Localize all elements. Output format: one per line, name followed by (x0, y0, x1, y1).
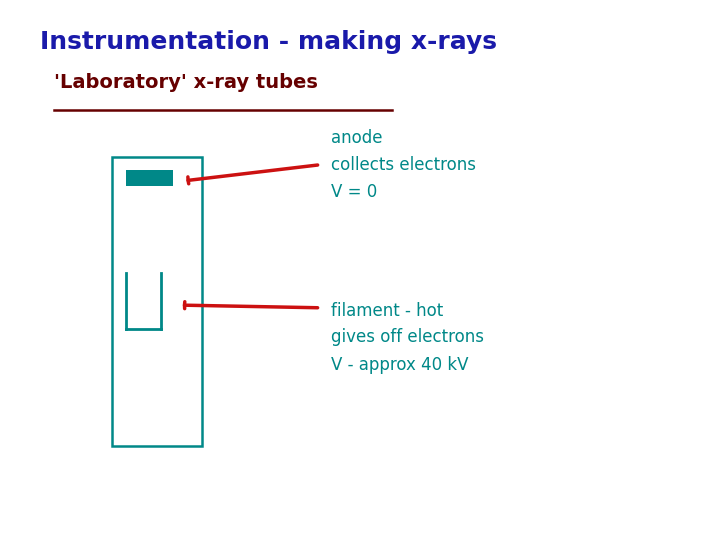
Text: 'Laboratory' x-ray tubes: 'Laboratory' x-ray tubes (54, 73, 318, 92)
Text: filament - hot: filament - hot (331, 301, 444, 320)
Bar (112, 157, 202, 446)
Text: gives off electrons: gives off electrons (331, 328, 484, 347)
Text: anode: anode (331, 129, 383, 147)
Text: V = 0: V = 0 (331, 183, 377, 201)
Text: collects electrons: collects electrons (331, 156, 476, 174)
Text: Instrumentation - making x-rays: Instrumentation - making x-rays (40, 30, 497, 53)
Text: V - approx 40 kV: V - approx 40 kV (331, 355, 469, 374)
Bar (126, 170, 173, 186)
